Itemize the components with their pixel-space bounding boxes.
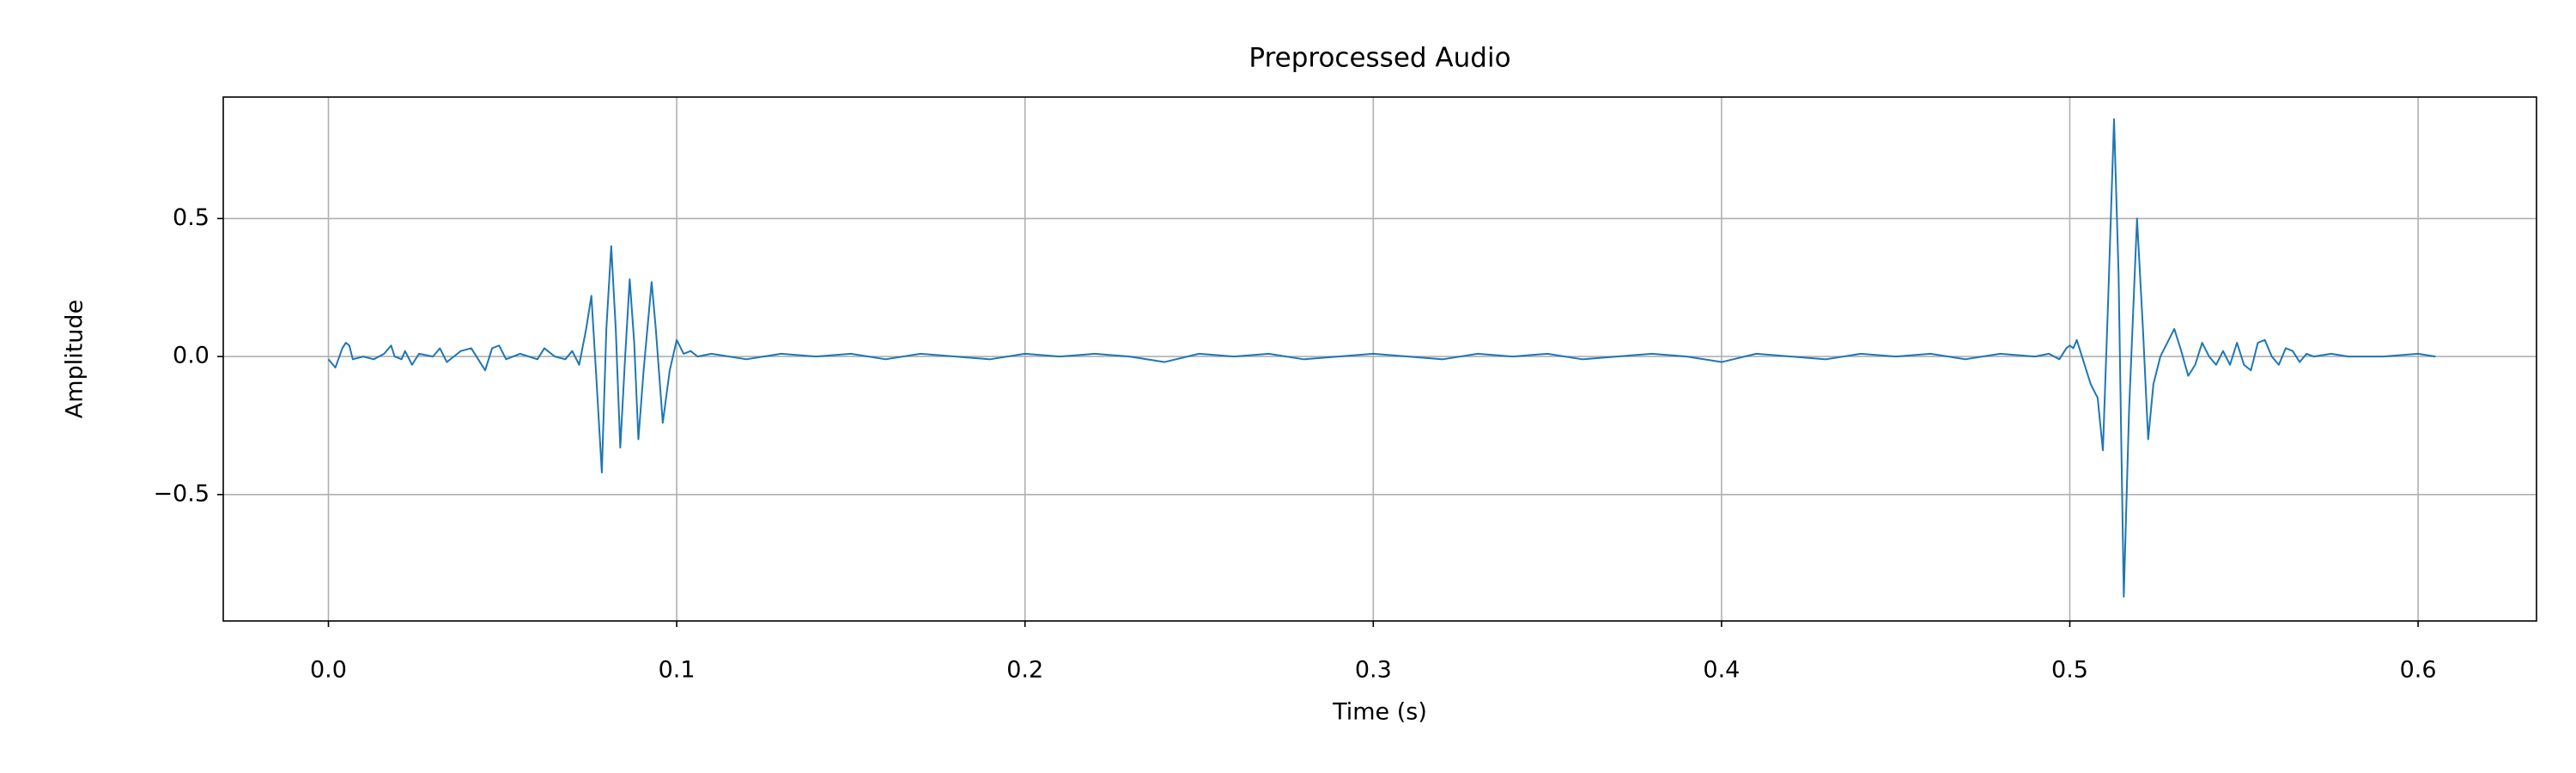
- x-tick-label: 0.3: [1355, 657, 1392, 684]
- x-tick-label: 0.2: [1006, 657, 1043, 684]
- waveform-line: [327, 118, 2436, 598]
- x-tick-label: 0.4: [1703, 657, 1740, 684]
- y-axis-label: Amplitude: [62, 300, 88, 418]
- y-tick-label: 0.0: [173, 343, 210, 369]
- x-axis-label: Time (s): [1332, 699, 1427, 726]
- y-tick-label: −0.5: [153, 480, 210, 507]
- chart-title: Preprocessed Audio: [1249, 43, 1510, 74]
- y-tick-label: 0.5: [173, 204, 210, 231]
- x-tick-label: 0.6: [2400, 657, 2437, 684]
- x-tick-label: 0.0: [310, 657, 347, 684]
- x-tick-label: 0.1: [659, 657, 696, 684]
- x-tick-label: 0.5: [2051, 657, 2088, 684]
- plot-frame: [222, 96, 2537, 622]
